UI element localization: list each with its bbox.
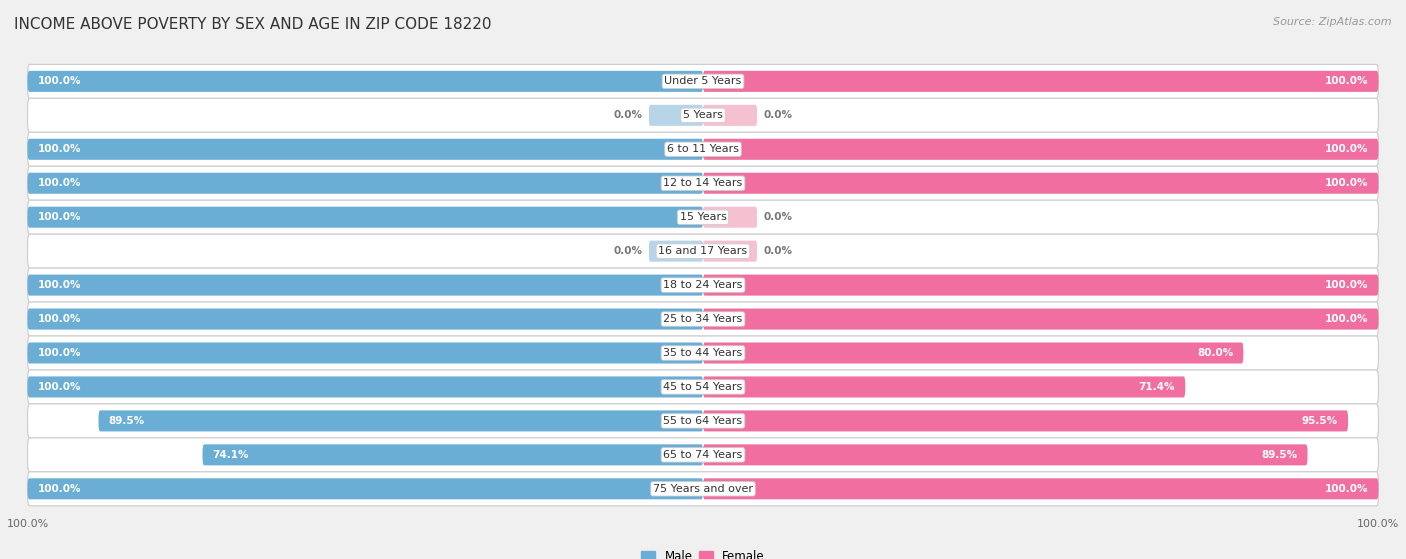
Text: 0.0%: 0.0% bbox=[763, 246, 793, 256]
FancyBboxPatch shape bbox=[28, 132, 1378, 166]
FancyBboxPatch shape bbox=[703, 479, 1378, 499]
FancyBboxPatch shape bbox=[28, 139, 703, 160]
FancyBboxPatch shape bbox=[703, 139, 1378, 160]
Text: 16 and 17 Years: 16 and 17 Years bbox=[658, 246, 748, 256]
FancyBboxPatch shape bbox=[703, 71, 1378, 92]
Text: 100.0%: 100.0% bbox=[1324, 144, 1368, 154]
FancyBboxPatch shape bbox=[650, 105, 703, 126]
FancyBboxPatch shape bbox=[28, 376, 703, 397]
Text: 0.0%: 0.0% bbox=[613, 246, 643, 256]
FancyBboxPatch shape bbox=[28, 200, 1378, 234]
Text: 80.0%: 80.0% bbox=[1197, 348, 1233, 358]
Text: 100.0%: 100.0% bbox=[38, 348, 82, 358]
FancyBboxPatch shape bbox=[650, 240, 703, 262]
Text: 0.0%: 0.0% bbox=[763, 110, 793, 120]
FancyBboxPatch shape bbox=[703, 343, 1243, 363]
Text: 5 Years: 5 Years bbox=[683, 110, 723, 120]
Text: 65 to 74 Years: 65 to 74 Years bbox=[664, 450, 742, 460]
FancyBboxPatch shape bbox=[28, 98, 1378, 132]
FancyBboxPatch shape bbox=[28, 438, 1378, 472]
Text: 74.1%: 74.1% bbox=[212, 450, 249, 460]
Text: 18 to 24 Years: 18 to 24 Years bbox=[664, 280, 742, 290]
FancyBboxPatch shape bbox=[703, 240, 756, 262]
Text: 89.5%: 89.5% bbox=[108, 416, 145, 426]
Text: 100.0%: 100.0% bbox=[1324, 314, 1368, 324]
FancyBboxPatch shape bbox=[28, 479, 703, 499]
Text: 100.0%: 100.0% bbox=[1324, 178, 1368, 188]
FancyBboxPatch shape bbox=[202, 444, 703, 466]
Text: 100.0%: 100.0% bbox=[1324, 280, 1368, 290]
FancyBboxPatch shape bbox=[28, 234, 1378, 268]
Text: 12 to 14 Years: 12 to 14 Years bbox=[664, 178, 742, 188]
Text: 25 to 34 Years: 25 to 34 Years bbox=[664, 314, 742, 324]
Text: 100.0%: 100.0% bbox=[38, 144, 82, 154]
Text: 55 to 64 Years: 55 to 64 Years bbox=[664, 416, 742, 426]
FancyBboxPatch shape bbox=[703, 274, 1378, 296]
Text: INCOME ABOVE POVERTY BY SEX AND AGE IN ZIP CODE 18220: INCOME ABOVE POVERTY BY SEX AND AGE IN Z… bbox=[14, 17, 492, 32]
Text: 100.0%: 100.0% bbox=[38, 382, 82, 392]
Text: 6 to 11 Years: 6 to 11 Years bbox=[666, 144, 740, 154]
Text: 45 to 54 Years: 45 to 54 Years bbox=[664, 382, 742, 392]
FancyBboxPatch shape bbox=[28, 268, 1378, 302]
FancyBboxPatch shape bbox=[703, 376, 1185, 397]
FancyBboxPatch shape bbox=[28, 166, 1378, 200]
Text: 100.0%: 100.0% bbox=[1324, 484, 1368, 494]
FancyBboxPatch shape bbox=[28, 336, 1378, 370]
Text: 89.5%: 89.5% bbox=[1261, 450, 1298, 460]
FancyBboxPatch shape bbox=[28, 309, 703, 330]
FancyBboxPatch shape bbox=[703, 105, 756, 126]
FancyBboxPatch shape bbox=[703, 444, 1308, 466]
FancyBboxPatch shape bbox=[703, 173, 1378, 194]
FancyBboxPatch shape bbox=[703, 207, 756, 228]
Legend: Male, Female: Male, Female bbox=[637, 546, 769, 559]
Text: 100.0%: 100.0% bbox=[38, 280, 82, 290]
Text: 75 Years and over: 75 Years and over bbox=[652, 484, 754, 494]
Text: 100.0%: 100.0% bbox=[38, 484, 82, 494]
Text: 35 to 44 Years: 35 to 44 Years bbox=[664, 348, 742, 358]
FancyBboxPatch shape bbox=[28, 173, 703, 194]
FancyBboxPatch shape bbox=[703, 309, 1378, 330]
FancyBboxPatch shape bbox=[28, 71, 703, 92]
FancyBboxPatch shape bbox=[28, 302, 1378, 336]
Text: 100.0%: 100.0% bbox=[38, 314, 82, 324]
FancyBboxPatch shape bbox=[28, 370, 1378, 404]
Text: 0.0%: 0.0% bbox=[613, 110, 643, 120]
FancyBboxPatch shape bbox=[28, 404, 1378, 438]
Text: 100.0%: 100.0% bbox=[1324, 77, 1368, 87]
FancyBboxPatch shape bbox=[703, 410, 1348, 432]
FancyBboxPatch shape bbox=[98, 410, 703, 432]
FancyBboxPatch shape bbox=[28, 64, 1378, 98]
Text: 71.4%: 71.4% bbox=[1139, 382, 1175, 392]
Text: 100.0%: 100.0% bbox=[38, 178, 82, 188]
Text: 15 Years: 15 Years bbox=[679, 212, 727, 222]
FancyBboxPatch shape bbox=[28, 274, 703, 296]
Text: Source: ZipAtlas.com: Source: ZipAtlas.com bbox=[1274, 17, 1392, 27]
Text: 0.0%: 0.0% bbox=[763, 212, 793, 222]
Text: 100.0%: 100.0% bbox=[38, 212, 82, 222]
Text: Under 5 Years: Under 5 Years bbox=[665, 77, 741, 87]
FancyBboxPatch shape bbox=[28, 472, 1378, 506]
FancyBboxPatch shape bbox=[28, 207, 703, 228]
FancyBboxPatch shape bbox=[28, 343, 703, 363]
Text: 100.0%: 100.0% bbox=[38, 77, 82, 87]
Text: 95.5%: 95.5% bbox=[1302, 416, 1339, 426]
